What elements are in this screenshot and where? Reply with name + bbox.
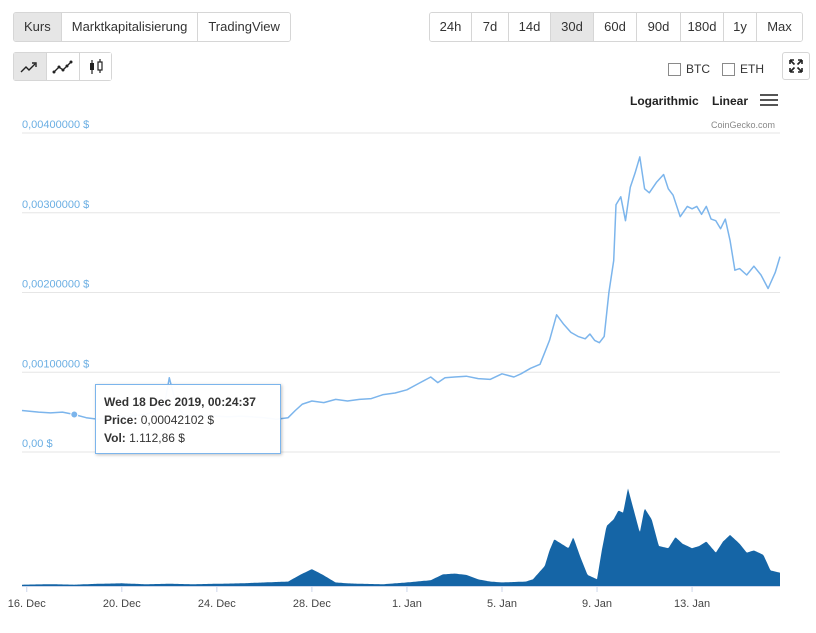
range-button-90d[interactable]: 90d (637, 13, 681, 41)
x-tick-label: 5. Jan (487, 598, 517, 610)
y-tick-label: 0,00300000 $ (22, 199, 89, 211)
eth-label: ETH (740, 62, 764, 76)
tooltip-vol-value: 1.112,86 $ (129, 431, 185, 445)
range-button-180d[interactable]: 180d (681, 13, 724, 41)
chart-gridlines (22, 132, 780, 587)
range-button-24h[interactable]: 24h (430, 13, 472, 41)
hover-point (70, 410, 79, 419)
x-tick-label: 28. Dec (293, 598, 331, 610)
compare-btc[interactable]: BTC (668, 62, 710, 76)
volume-bars (22, 488, 780, 586)
range-button-1y[interactable]: 1y (724, 13, 757, 41)
compare-eth[interactable]: ETH (722, 62, 764, 76)
x-tick-label: 1. Jan (392, 598, 422, 610)
range-button-14d[interactable]: 14d (509, 13, 551, 41)
line-chart-icon (20, 61, 37, 72)
price-line (21, 156, 781, 421)
chart-tooltip: Wed 18 Dec 2019, 00:24:37 Price: 0,00042… (95, 384, 281, 454)
hover-marker (70, 410, 79, 419)
chart-credit[interactable]: CoinGecko.com (711, 120, 776, 130)
btc-checkbox[interactable] (668, 62, 681, 76)
time-range-buttons: 24h 7d 14d 30d 60d 90d 180d 1y Max (429, 12, 803, 42)
tab-tradingview[interactable]: TradingView (198, 13, 290, 41)
linear-scale-button[interactable]: Linear (712, 94, 749, 108)
y-tick-label: 0,00100000 $ (22, 358, 89, 370)
range-button-7d[interactable]: 7d (472, 13, 509, 41)
x-tick-label: 13. Jan (674, 598, 710, 610)
candlestick-icon (89, 58, 103, 74)
range-button-30d[interactable]: 30d (551, 13, 594, 41)
tooltip-vol-label: Vol: (104, 431, 126, 445)
tab-marktkapitalisierung[interactable]: Marktkapitalisierung (61, 13, 199, 41)
price-series (21, 156, 781, 421)
expand-icon (789, 59, 803, 73)
x-axis-labels: 16. Dec 20. Dec 24. Dec 28. Dec 1. Jan 5. Jan… (8, 587, 710, 610)
y-tick-label: 0,00400000 $ (22, 119, 89, 131)
tooltip-price-value: 0,00042102 $ (140, 413, 215, 427)
y-tick-label: 0,00200000 $ (22, 279, 89, 291)
chart-type-buttons (13, 52, 112, 81)
candlestick-button[interactable] (79, 52, 112, 81)
btc-label: BTC (686, 62, 710, 76)
y-tick-label: 0,00 $ (22, 438, 53, 450)
volume-area (22, 488, 780, 586)
chart-menu-icon[interactable] (760, 94, 778, 108)
x-tick-label: 20. Dec (103, 598, 141, 610)
tab-kurs[interactable]: Kurs (14, 13, 62, 41)
x-tick-label: 16. Dec (8, 598, 46, 610)
ohlc-line-icon (52, 60, 73, 73)
y-axis-labels: 0,00 $ 0,00100000 $ 0,00200000 $ 0,00300000… (22, 119, 89, 450)
tooltip-price-label: Price: (104, 413, 138, 427)
tooltip-date: Wed 18 Dec 2019, 00:24:37 (104, 395, 256, 409)
range-button-60d[interactable]: 60d (594, 13, 637, 41)
fullscreen-button[interactable] (782, 52, 810, 80)
x-tick-label: 24. Dec (198, 598, 236, 610)
ohlc-line-button[interactable] (46, 52, 79, 81)
logarithmic-scale-button[interactable]: Logarithmic (630, 94, 699, 108)
line-chart-button[interactable] (13, 52, 46, 81)
range-button-max[interactable]: Max (757, 13, 802, 41)
x-tick-label: 9. Jan (582, 598, 612, 610)
view-tabs: Kurs Marktkapitalisierung TradingView (13, 12, 291, 42)
eth-checkbox[interactable] (722, 62, 735, 76)
